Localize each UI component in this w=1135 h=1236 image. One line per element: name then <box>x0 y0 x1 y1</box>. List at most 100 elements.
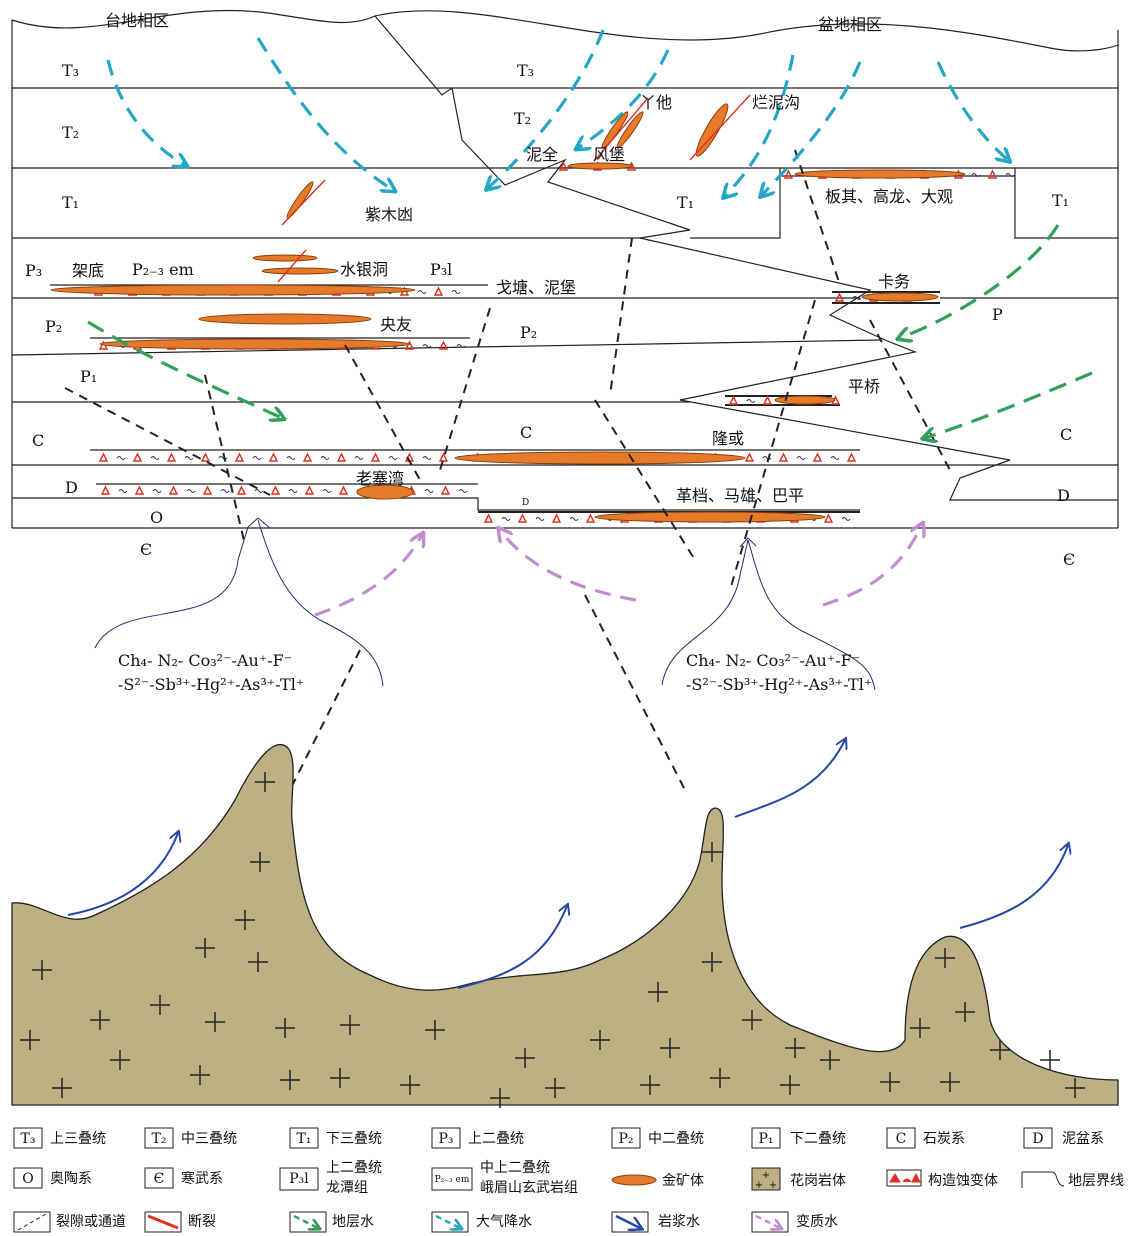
alteration-tilde <box>152 489 162 493</box>
granite-cross <box>20 1030 40 1050</box>
svg-text:中三叠统: 中三叠统 <box>181 1131 237 1147</box>
granite-cross <box>150 995 170 1015</box>
alteration-tilde <box>118 489 128 493</box>
stratum-label-t2-mid: T₂ <box>514 109 531 128</box>
legend-item-p3l: P₃l 上二叠统 龙潭组 <box>279 1160 382 1196</box>
faults <box>277 94 751 283</box>
alteration-tilde <box>417 290 427 294</box>
alteration-tilde <box>388 456 398 460</box>
legend-item-granite: + + + 花岗岩体 <box>751 1167 846 1191</box>
legend-item-p2: P₂ 中二叠统 <box>611 1127 704 1149</box>
stratum-label-cam-left: Є <box>140 540 152 559</box>
svg-text:+: + <box>755 1180 763 1191</box>
granite-cross <box>248 952 268 972</box>
granite-cross <box>935 948 955 968</box>
granite-cross <box>710 1068 730 1088</box>
svg-text:+: + <box>769 1180 777 1191</box>
alteration-triangle <box>778 452 789 462</box>
ore-body-niquan <box>567 162 633 170</box>
alteration-tilde <box>424 489 434 493</box>
stratum-label-p1: P₁ <box>80 367 97 386</box>
title-right: 盆地相区 <box>818 15 882 34</box>
place-niquan: 泥全 <box>526 145 558 164</box>
svg-text:+: + <box>762 1170 770 1181</box>
legend-item-p23em: P₂₋₃ em 中上二叠统 峨眉山玄武岩组 <box>431 1160 578 1196</box>
svg-text:大气降水: 大气降水 <box>476 1214 532 1230</box>
alteration-triangle <box>762 395 773 405</box>
granite-cross <box>425 1020 445 1040</box>
stratum-label-cam-right: Є <box>1063 550 1075 569</box>
stratum-label-c-left: C <box>32 431 44 450</box>
svg-text:奥陶系: 奥陶系 <box>50 1170 92 1187</box>
svg-text:P₁: P₁ <box>758 1131 773 1147</box>
ore-body-gedang <box>594 511 826 523</box>
granite-cross <box>52 1078 72 1098</box>
granite-cross <box>515 1048 535 1068</box>
granite-cross <box>255 772 275 792</box>
granite-cross <box>742 1010 762 1030</box>
ore-body-yangyou-lower <box>99 338 411 350</box>
stratum-label-d-mid: D <box>522 498 529 508</box>
legend-item-alteration: 构造蚀变体 <box>886 1169 998 1189</box>
granite-cross <box>490 1088 510 1108</box>
alteration-triangle <box>585 513 596 523</box>
svg-text:泥盆系: 泥盆系 <box>1062 1131 1104 1147</box>
alteration-triangle <box>236 485 247 495</box>
alteration-triangle <box>370 452 381 462</box>
svg-text:P₃l: P₃l <box>289 1171 309 1187</box>
stratum-label-p2-left: P₂ <box>45 317 62 336</box>
svg-text:地层界线: 地层界线 <box>1068 1173 1124 1189</box>
legend-item-magmatic-water: 岩浆水 <box>611 1211 700 1233</box>
legend-item-fracture: 裂隙或通道 <box>13 1211 126 1233</box>
alteration-tilde <box>116 456 126 460</box>
svg-text:O: O <box>22 1171 33 1187</box>
svg-text:T₁: T₁ <box>297 1131 312 1147</box>
stratum-label-o: O <box>150 508 163 527</box>
granite-cross <box>235 910 255 930</box>
legend-item-meteoric-water: 大气降水 <box>431 1211 532 1233</box>
stratum-label-t3-left: T₃ <box>62 61 79 80</box>
magmatic-water-icon <box>615 1214 640 1228</box>
stratum-label-t2-left: T₂ <box>62 123 79 142</box>
granite-cross <box>1040 1050 1060 1070</box>
granite-cross <box>590 1030 610 1050</box>
granite-cross <box>250 852 270 872</box>
stratum-label-p-right: P <box>992 305 1003 324</box>
alteration-triangle <box>812 452 823 462</box>
granite-crosses <box>20 772 1085 1108</box>
alteration-triangle <box>270 485 281 495</box>
metamorphic-water-icon <box>755 1214 780 1228</box>
svg-text:地层水: 地层水 <box>332 1214 374 1230</box>
stratum-label-p3: P₃ <box>25 261 42 280</box>
ore-body-yangyou-upper <box>198 313 372 325</box>
place-yangyou: 央友 <box>380 315 412 334</box>
legend-item-t2: T₂ 中三叠统 <box>144 1127 237 1149</box>
stratum-label-p23em: P₂₋₃ em <box>132 260 194 279</box>
place-kawu: 卡务 <box>878 272 910 291</box>
alteration-tilde <box>746 399 756 403</box>
alteration-triangle <box>438 340 449 350</box>
svg-text:石炭系: 石炭系 <box>923 1131 965 1147</box>
alteration-triangle <box>483 513 494 523</box>
magmatic-water-arrows <box>67 740 1068 989</box>
granite-cross <box>640 1075 660 1095</box>
alteration-triangle <box>987 169 998 179</box>
alteration-triangle <box>234 452 245 462</box>
svg-text:Є: Є <box>154 1171 165 1187</box>
svg-text:裂隙或通道: 裂隙或通道 <box>56 1214 126 1230</box>
legend-item-o: O 奥陶系 <box>13 1167 92 1189</box>
granite-body <box>11 743 1119 1106</box>
alteration-tilde <box>254 489 264 493</box>
metamorphic-water-arrows <box>314 525 922 617</box>
alteration-triangle <box>338 485 349 495</box>
alteration-tilde <box>458 489 468 493</box>
fracture-icon <box>17 1213 47 1231</box>
fluid-composition-right-1: Ch₄- N₂- Co₃²⁻-Au⁺-F⁻ <box>686 651 860 670</box>
alteration-triangle <box>132 452 143 462</box>
granite-cross <box>660 1038 680 1058</box>
meteoric-water-arrows <box>106 29 1008 196</box>
granite-cross <box>955 1002 975 1022</box>
svg-text:T₂: T₂ <box>152 1131 167 1147</box>
svg-text:寒武系: 寒武系 <box>181 1170 223 1187</box>
